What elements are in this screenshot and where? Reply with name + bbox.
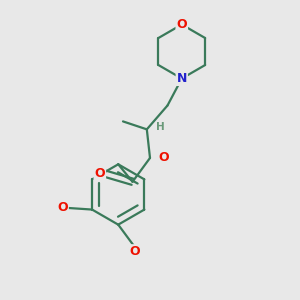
Text: O: O	[94, 167, 105, 180]
Text: O: O	[176, 18, 187, 31]
Text: O: O	[57, 202, 68, 214]
Text: N: N	[177, 72, 187, 85]
Text: O: O	[158, 151, 169, 164]
Text: O: O	[129, 245, 140, 258]
Text: H: H	[156, 122, 165, 132]
